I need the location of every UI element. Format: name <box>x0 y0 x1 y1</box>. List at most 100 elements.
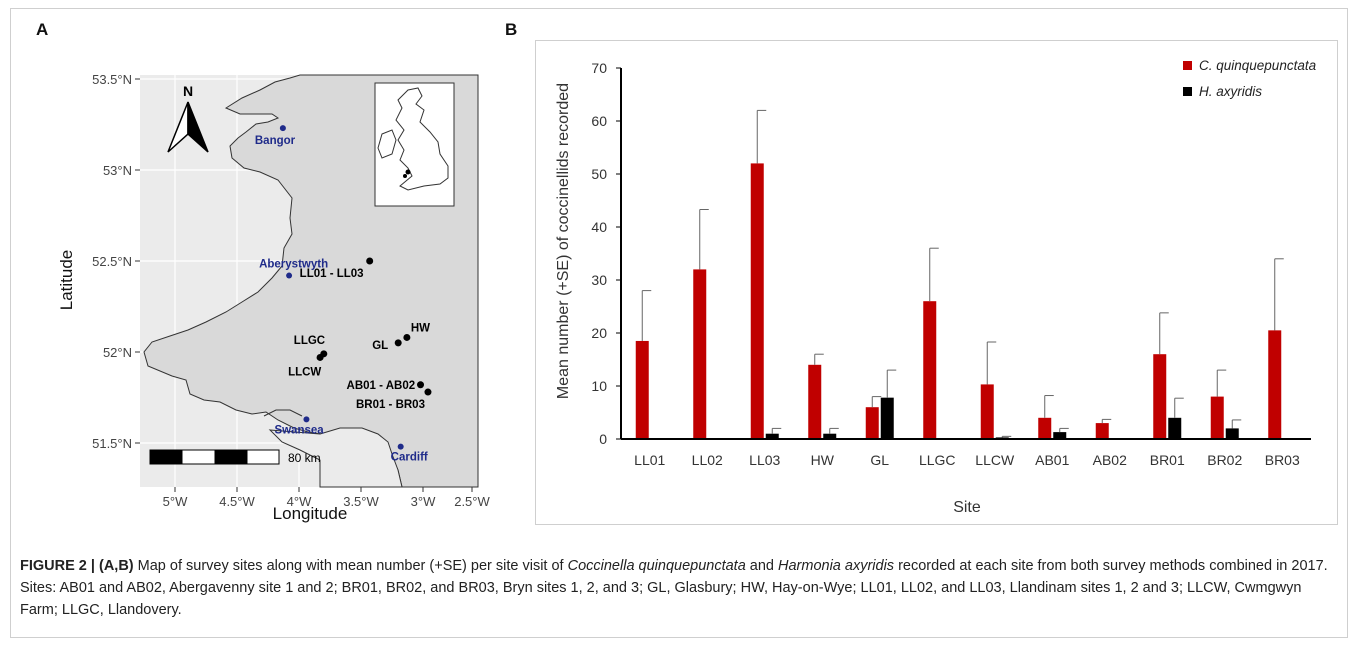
longitude-tick-label: 4.5°W <box>219 494 255 509</box>
bar-c-quinquepunctata-br03 <box>1268 330 1282 439</box>
y-tick-label: 50 <box>591 166 607 182</box>
longitude-tick-label: 3.5°W <box>343 494 379 509</box>
legend-swatch <box>1183 87 1192 96</box>
latitude-axis-label: Latitude <box>57 250 76 311</box>
y-tick-label: 20 <box>591 325 607 341</box>
y-tick-label: 0 <box>599 431 607 447</box>
longitude-tick-label: 3°W <box>411 494 436 509</box>
bar-c-quinquepunctata-gl <box>865 407 879 439</box>
town-marker <box>303 416 310 423</box>
bar-c-quinquepunctata-br01 <box>1153 354 1167 439</box>
bar-c-quinquepunctata-br02 <box>1210 396 1224 439</box>
caption-text-3: recorded at each site from both survey m… <box>20 558 1328 618</box>
site-marker <box>417 381 425 389</box>
caption-label: FIGURE 2 | (A,B) <box>20 558 134 574</box>
x-tick-label: AB01 <box>1035 452 1069 468</box>
bar-c-quinquepunctata-llgc <box>923 301 937 439</box>
inset-map <box>374 82 455 207</box>
town-label: Aberystwyth <box>259 259 328 271</box>
inset-ireland <box>377 129 397 159</box>
town-marker <box>397 443 404 450</box>
x-tick-label: BR02 <box>1207 452 1242 468</box>
x-tick-label: LLGC <box>919 452 956 468</box>
latitude-ticks: 53.5°N 53°N 52.5°N 52°N 51.5°N <box>92 72 140 451</box>
town-label: Swansea <box>274 424 324 436</box>
inset-britain <box>395 87 449 191</box>
town-label: Bangor <box>255 135 296 147</box>
legend-swatch <box>1183 61 1192 70</box>
bar-c-quinquepunctata-llcw <box>980 384 994 439</box>
bar-c-quinquepunctata-ll02 <box>693 269 707 439</box>
scale-bar: 80 km <box>149 449 321 465</box>
x-tick-label: AB02 <box>1093 452 1127 468</box>
y-tick-label: 40 <box>591 219 607 235</box>
legend-label: H. axyridis <box>1199 84 1262 99</box>
longitude-axis-label: Longitude <box>273 504 348 523</box>
bar-c-quinquepunctata-ll03 <box>750 163 764 439</box>
severn-sea <box>268 427 403 488</box>
legend: C. quinquepunctata H. axyridis <box>1183 58 1317 99</box>
town-marker <box>286 272 293 279</box>
y-axis: 0 10 20 30 40 50 60 70 <box>591 60 622 447</box>
caption-species-2: Harmonia axyridis <box>778 558 895 574</box>
bar-h-axyridis-ll03 <box>765 433 779 439</box>
longitude-tick-label: 5°W <box>163 494 188 509</box>
gower-coast <box>263 409 303 417</box>
site-label: HW <box>411 322 430 334</box>
site-label: LL01 - LL03 <box>300 268 364 280</box>
site-label: AB01 - AB02 <box>347 380 416 392</box>
map-points: Bangor Aberystwyth Swansea Cardiff LL01 - LL… <box>255 125 432 464</box>
bar-h-axyridis-gl <box>880 397 894 439</box>
inset-site-marker <box>403 174 407 178</box>
latitude-tick-label: 51.5°N <box>92 436 132 451</box>
bar-h-axyridis-ab01 <box>1053 432 1067 439</box>
x-axis: LL01 LL02 LL03 HW GL LLGC LLCW AB01 AB02 BR01 BR02… <box>621 438 1311 468</box>
inset-site-marker <box>405 169 411 175</box>
figure-caption: FIGURE 2 | (A,B) Map of survey sites alo… <box>20 555 1340 621</box>
bar-c-quinquepunctata-ab01 <box>1038 417 1052 439</box>
panel-label-b: B <box>505 20 518 39</box>
site-label: GL <box>372 340 388 352</box>
site-marker <box>394 339 402 347</box>
map-panel: 53.5°N 53°N 52.5°N 52°N 51.5°N 5°W 4.5°W 4°W 3.… <box>57 72 490 523</box>
legend-label: C. quinquepunctata <box>1199 58 1317 73</box>
caption-species-1: Coccinella quinquepunctata <box>567 558 746 574</box>
x-tick-label: BR03 <box>1265 452 1300 468</box>
town-label: Cardiff <box>391 452 428 464</box>
site-marker <box>316 353 324 361</box>
bar-c-quinquepunctata-ab02 <box>1095 423 1109 439</box>
bar-c-quinquepunctata-ll01 <box>635 340 649 439</box>
bar-h-axyridis-hw <box>823 433 837 439</box>
y-axis-title: Mean number (+SE) of coccinellids record… <box>555 83 572 399</box>
latitude-tick-label: 53.5°N <box>92 72 132 87</box>
caption-text-1: Map of survey sites along with mean numb… <box>133 558 568 574</box>
latitude-tick-label: 52.5°N <box>92 254 132 269</box>
latitude-tick-label: 52°N <box>103 345 132 360</box>
site-marker <box>424 388 432 396</box>
bar-chart-panel: 0 10 20 30 40 50 60 70 LL01 LL02 LL03 HW GL LLGC LLCW… <box>535 40 1338 525</box>
x-tick-label: LL02 <box>692 452 723 468</box>
bar-chart: 0 10 20 30 40 50 60 70 LL01 LL02 LL03 HW GL LLGC LLCW… <box>555 58 1317 516</box>
site-label: BR01 - BR03 <box>356 399 425 411</box>
panel-label-a: A <box>36 20 49 39</box>
bar-h-axyridis-br01 <box>1168 417 1182 439</box>
y-tick-label: 10 <box>591 378 607 394</box>
site-marker <box>403 333 411 341</box>
bars <box>635 109 1284 439</box>
site-marker <box>366 257 374 265</box>
longitude-ticks: 5°W 4.5°W 4°W 3.5°W 3°W 2.5°W <box>163 487 490 509</box>
x-tick-label: LL01 <box>634 452 665 468</box>
x-tick-label: HW <box>811 452 835 468</box>
x-tick-label: GL <box>870 452 889 468</box>
x-axis-title: Site <box>953 499 981 516</box>
town-marker <box>279 125 286 132</box>
bar-h-axyridis-br02 <box>1225 428 1239 439</box>
longitude-tick-label: 2.5°W <box>454 494 490 509</box>
longitude-tick-label: 4°W <box>287 494 312 509</box>
y-tick-label: 30 <box>591 272 607 288</box>
x-tick-label: LL03 <box>749 452 780 468</box>
north-label: N <box>183 83 193 99</box>
north-arrow: N <box>167 83 209 153</box>
site-label: LLCW <box>288 366 321 378</box>
y-tick-label: 60 <box>591 113 607 129</box>
